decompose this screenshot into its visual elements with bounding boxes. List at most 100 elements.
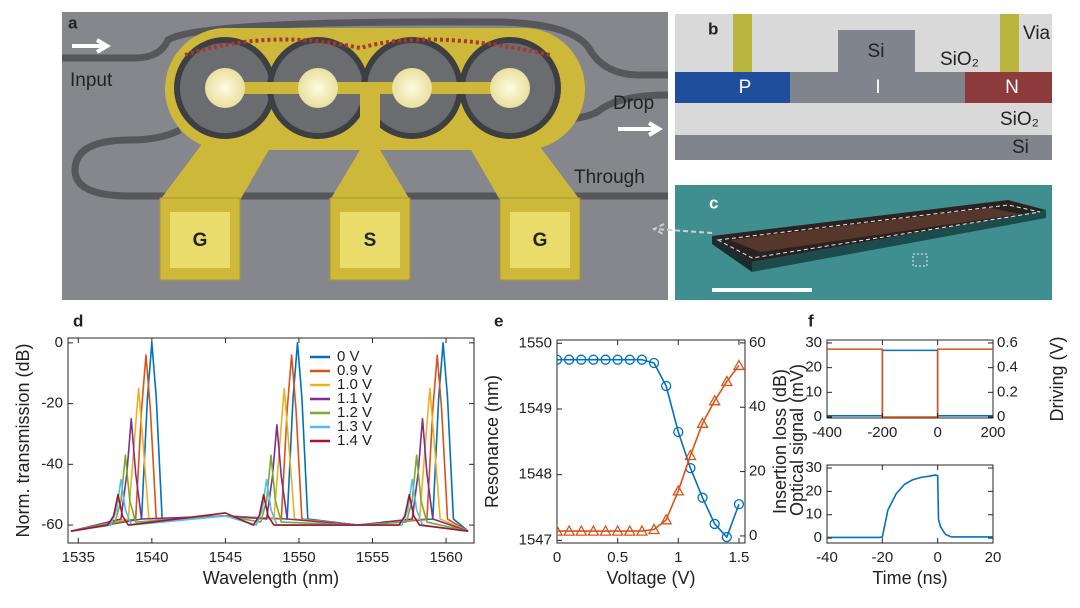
x-axis-label: Time (ns) [872,568,947,588]
layer-label: I [875,77,880,98]
plot-area [827,474,993,539]
marker [732,359,745,371]
marker [708,394,721,406]
x-tick-label: -200 [867,424,897,441]
legend-label: 1.1 V [337,390,372,407]
y-tick-label: 0 [814,408,822,425]
n-region [965,72,1052,103]
port-label: Drop [613,93,654,114]
y-tick-label: 0 [55,334,63,351]
resonance-glow [490,68,530,108]
y-tick-label: 20 [805,482,822,499]
plot-area [827,348,993,418]
marker [563,524,576,536]
y2-tick-label: 0.4 [997,359,1018,376]
panel-letter: c [709,193,718,212]
series-line [827,474,993,539]
pad-label: G [193,230,208,251]
y-tick-label: 0 [814,529,822,546]
resonance-glow [205,68,245,108]
y-tick-label: -60 [41,516,63,533]
pad-label: G [533,230,548,251]
y2-tick-label: 20 [749,463,766,480]
series-line [70,387,469,532]
marker [623,524,636,536]
series-line [70,417,469,532]
x-tick-label: 0 [933,424,941,441]
marker [684,449,697,461]
y-axis-label: Resonance (nm) [482,375,502,508]
input-waveguide [62,18,668,79]
marker [635,524,649,536]
i-region [790,72,965,103]
ground-trace [470,140,580,200]
series-line [70,493,469,532]
layer-label: P [739,77,752,98]
marker [721,531,732,543]
marker [599,524,612,536]
x-tick-label: 1545 [209,549,242,566]
plot-frame [826,464,994,544]
y2-axis-label: Driving (V) [1047,336,1067,421]
y-tick-label: 10 [805,506,822,523]
y-tick-label: 30 [805,459,822,476]
x-tick-label: -40 [816,549,838,566]
y2-tick-label: 60 [749,334,766,351]
chip-outline [716,204,1041,259]
marker [636,354,648,365]
p-region [675,72,790,103]
series-line [827,348,993,418]
series-line [70,478,469,532]
pad-face [170,212,230,268]
y-tick-label: -20 [41,395,63,412]
marker [611,524,624,536]
y-tick-label: 1547 [519,531,552,548]
marker [660,513,673,525]
via [1000,14,1019,72]
pointer-arrow [651,223,713,235]
panel-letter: b [708,19,718,38]
via [733,14,752,72]
legend-label: 0 V [337,348,360,365]
legend-label: 1.0 V [337,376,372,393]
panel-c: c [651,185,1052,300]
panel-letter: d [73,311,83,330]
x-tick-label: 0 [933,549,941,566]
plot-frame [826,339,994,419]
through-waveguide [71,126,668,200]
drop-arrow [618,121,663,137]
y-tick-label: 30 [805,334,822,351]
x-tick-label: -400 [812,424,842,441]
x-axis-label: Wavelength (nm) [203,568,339,588]
legend-label: 1.4 V [337,432,372,449]
marker [557,524,564,536]
y2-tick-label: 0.6 [997,334,1018,351]
layer-label: Si [1012,137,1029,158]
marker [697,492,708,503]
chip-side [752,210,1046,272]
marker [648,357,660,369]
y-tick-label: 1548 [519,466,552,483]
x-tick-label: 1560 [429,549,462,566]
pad-label: S [364,230,377,251]
marker [587,524,600,536]
panel-b: b Si SiO₂ Via P I N SiO₂ Si [675,14,1052,160]
marker [720,375,733,387]
marker [600,354,611,365]
x-tick-label: -20 [871,549,893,566]
x-tick-label: 1.5 [729,549,750,566]
substrate [675,135,1052,160]
x-tick-label: 1540 [135,549,168,566]
panel-a: a Input Drop Through G S G [62,12,669,300]
y-tick-label: 1549 [519,400,552,417]
marker [624,354,635,365]
y2-tick-label: 0 [997,408,1005,425]
x-tick-label: 20 [985,549,1002,566]
legend-label: 0.9 V [337,362,372,379]
marker [709,518,720,530]
heater-bridge [225,82,510,94]
legend-label: 1.2 V [337,404,372,421]
box-oxide [675,103,1052,135]
marker [672,484,685,496]
